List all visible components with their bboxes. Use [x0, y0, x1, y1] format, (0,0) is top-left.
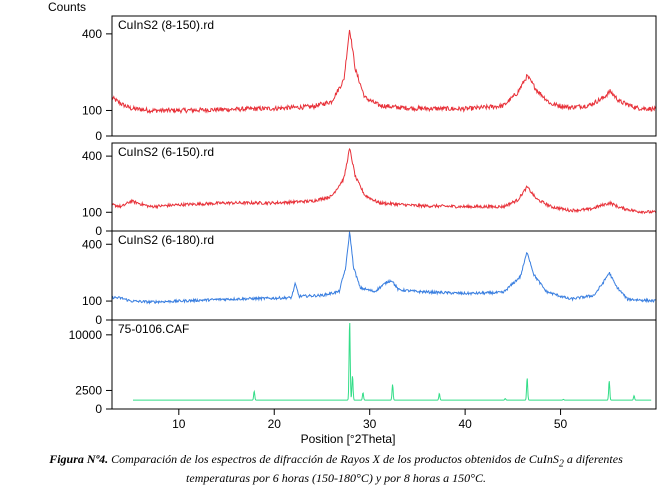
y-tick-label: 400 — [82, 27, 102, 41]
y-tick-label: 0 — [95, 224, 102, 238]
x-tick-label: 10 — [172, 417, 186, 431]
counts-label: Counts — [48, 0, 86, 14]
panel-title-1: CuInS2 (8-150).rd — [118, 18, 214, 32]
panel-4: 0 2500 10000 75-0106.CAF — [69, 319, 657, 416]
y-tick-label: 400 — [82, 237, 102, 251]
caption-line1: Comparación de los espectros de difracci… — [111, 452, 559, 466]
panel-1: 0 100 400 CuInS2 (8-150).rd — [82, 15, 657, 143]
y-tick-label: 2500 — [75, 383, 102, 397]
y-tick-label: 100 — [82, 205, 102, 219]
y-tick-label: 10000 — [69, 328, 103, 342]
y-tick-label: 0 — [95, 402, 102, 416]
caption-line1-end: a diferentes — [563, 452, 623, 466]
panel-title-4: 75-0106.CAF — [118, 322, 189, 336]
caption-subscript: 2 — [558, 458, 564, 470]
panels-group: 0 100 400 CuInS2 (8-150).rd 0 100 400 CuInS2 (6… — [69, 15, 657, 416]
y-tick-label: 100 — [82, 103, 102, 117]
series-line-2 — [112, 147, 656, 215]
series-line-1 — [112, 29, 656, 115]
panel-title-2: CuInS2 (6-150).rd — [118, 145, 214, 159]
x-tick-label: 20 — [268, 417, 282, 431]
y-tick-label: 100 — [82, 294, 102, 308]
y-tick-label: 400 — [82, 149, 102, 163]
x-axis-ticks: 10 20 30 40 50 — [172, 409, 568, 431]
panel-title-3: CuInS2 (6-180).rd — [118, 233, 214, 247]
y-tick-label: 0 — [95, 129, 102, 143]
caption-line2: temperaturas por 6 horas (150-180°C) y p… — [186, 471, 486, 486]
panel-2: 0 100 400 CuInS2 (6-150).rd — [82, 142, 657, 238]
series-line-4 — [133, 322, 652, 401]
panel-frame-4 — [111, 319, 657, 410]
x-tick-label: 40 — [458, 417, 472, 431]
panel-3: 0 100 400 CuInS2 (6-180).rd — [82, 230, 657, 327]
caption-label: Figura Nº4. — [49, 452, 109, 466]
x-tick-label: 30 — [363, 417, 377, 431]
x-axis-label: Position [°2Theta] — [301, 432, 396, 446]
figure-caption: Figura Nº4. Comparación de los espectros… — [0, 452, 672, 486]
x-tick-label: 50 — [554, 417, 568, 431]
y-tick-label: 0 — [95, 313, 102, 327]
panel-frame-1 — [111, 15, 657, 137]
series-line-3 — [112, 231, 656, 305]
